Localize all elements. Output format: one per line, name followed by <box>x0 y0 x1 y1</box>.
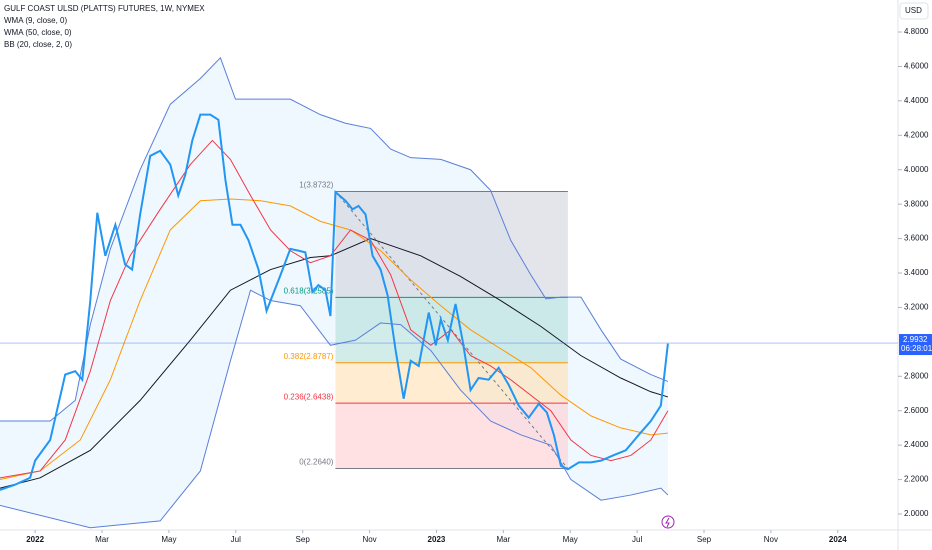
countdown: 06:28:01 <box>901 344 932 353</box>
event-icon-bolt <box>665 517 670 528</box>
x-tick-label: Nov <box>362 535 376 544</box>
x-tick-label: 2022 <box>26 535 44 544</box>
x-tick-label: Jul <box>231 535 241 544</box>
last-price-box <box>899 334 932 356</box>
last-price-label: 2.9932 <box>903 335 928 344</box>
bb-lower <box>0 289 669 529</box>
y-tick-label: 4.4000 <box>904 96 929 105</box>
fib-label: 0.618(3.2585) <box>284 286 334 295</box>
fib-trend <box>335 191 569 469</box>
fib-zone <box>335 403 568 469</box>
currency-label: USD <box>905 6 922 15</box>
x-tick-label: Nov <box>764 535 778 544</box>
x-tick-label: May <box>563 535 578 544</box>
y-tick-label: 2.2000 <box>904 475 929 484</box>
x-tick-label: May <box>161 535 176 544</box>
plot-area: 1(3.8732) 0.618(3.2585) 0.382(2.8787) 0.236… <box>0 56 669 529</box>
x-tick-label: Sep <box>697 535 712 544</box>
fib-zone <box>335 191 568 298</box>
legend-entry: WMA (50, close, 0) <box>4 28 72 37</box>
x-tick-label: 2024 <box>829 535 847 544</box>
currency-box <box>899 2 929 20</box>
price-line <box>0 113 669 491</box>
y-tick-label: 2.6000 <box>904 406 929 415</box>
y-tick-label: 3.2000 <box>904 303 929 312</box>
x-tick-label: 2023 <box>428 535 446 544</box>
x-tick-label: Jul <box>632 535 642 544</box>
fib-label: 0(2.2640) <box>299 458 334 467</box>
y-tick-label: 4.8000 <box>904 27 929 36</box>
fib-label: 0.382(2.8787) <box>284 352 334 361</box>
fib-label: 0.236(2.6438) <box>284 392 334 401</box>
x-tick-label: Sep <box>296 535 311 544</box>
event-icon <box>661 515 675 529</box>
y-tick-label: 4.0000 <box>904 165 929 174</box>
legend-entry: BB (20, close, 2, 0) <box>4 40 72 49</box>
bb-upper <box>0 56 669 422</box>
legend-entry: WMA (9, close, 0) <box>4 16 67 25</box>
chart-title: GULF COAST ULSD (PLATTS) FUTURES, 1W, NY… <box>4 4 205 13</box>
y-tick-label: 3.6000 <box>904 234 929 243</box>
y-tick-label: 3.4000 <box>904 268 929 277</box>
y-tick-label: 4.2000 <box>904 130 929 139</box>
fib-label: 1(3.8732) <box>299 181 334 190</box>
x-tick-label: Mar <box>95 535 109 544</box>
y-tick-label: 2.4000 <box>904 440 929 449</box>
y-tick-label: 4.6000 <box>904 62 929 71</box>
fib-zone <box>335 362 568 404</box>
x-tick-label: Mar <box>496 535 510 544</box>
y-tick-label: 2.8000 <box>904 371 929 380</box>
y-tick-label: 3.8000 <box>904 199 929 208</box>
y-tick-label: 2.0000 <box>904 509 929 518</box>
